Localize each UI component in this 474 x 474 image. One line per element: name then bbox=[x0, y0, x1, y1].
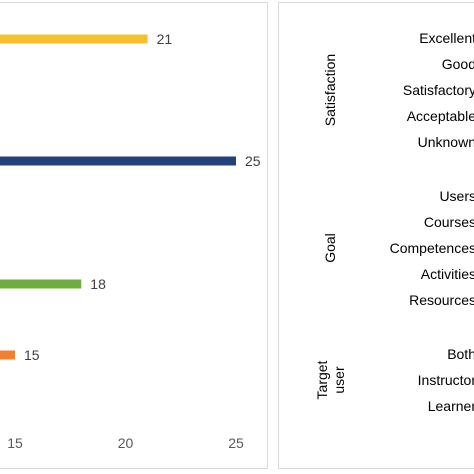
group-label-target-user: user bbox=[331, 366, 347, 394]
category-item-learner: Learner bbox=[428, 398, 474, 414]
bar-3 bbox=[0, 279, 82, 289]
x-tick-label: 25 bbox=[228, 435, 244, 451]
category-item-competences: Competences bbox=[390, 240, 474, 256]
bar-chart-panel bbox=[0, 2, 268, 469]
x-tick-label: 20 bbox=[118, 435, 134, 451]
data-label-2: 25 bbox=[245, 153, 261, 169]
bar-2 bbox=[0, 156, 236, 166]
group-label-satisfaction: Satisfaction bbox=[322, 54, 338, 126]
group-label-goal: Goal bbox=[322, 233, 338, 263]
category-item-satisfactory: Satisfactory bbox=[403, 82, 474, 98]
category-table-panel bbox=[278, 2, 474, 469]
bar-1 bbox=[0, 34, 148, 44]
data-label-1: 21 bbox=[157, 31, 173, 47]
category-item-courses: Courses bbox=[424, 214, 474, 230]
category-item-acceptable: Acceptable bbox=[407, 108, 474, 124]
category-item-instructor: Instructor bbox=[418, 372, 474, 388]
data-label-3: 18 bbox=[90, 276, 106, 292]
category-item-unknown: Unknown bbox=[418, 134, 474, 150]
category-item-good: Good bbox=[442, 56, 474, 72]
category-item-users: Users bbox=[439, 188, 474, 204]
category-item-resources: Resources bbox=[409, 292, 474, 308]
category-item-both: Both bbox=[447, 346, 474, 362]
group-label-target-user: Target bbox=[314, 360, 330, 399]
category-item-activities: Activities bbox=[421, 266, 474, 282]
x-tick-label: 15 bbox=[7, 435, 23, 451]
category-item-excellent: Excellent bbox=[419, 30, 474, 46]
data-label-4: 15 bbox=[24, 347, 40, 363]
bar-4 bbox=[0, 350, 15, 360]
